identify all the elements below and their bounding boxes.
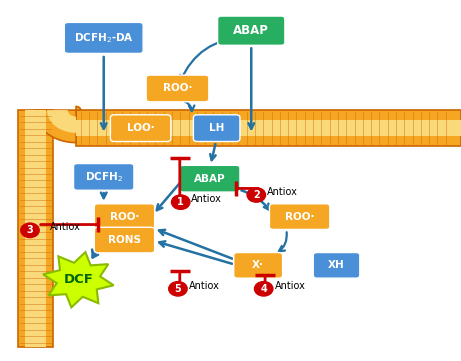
Polygon shape (35, 106, 81, 143)
FancyBboxPatch shape (95, 227, 155, 253)
Text: Antiox: Antiox (275, 281, 306, 291)
Polygon shape (47, 110, 76, 133)
FancyBboxPatch shape (74, 164, 134, 190)
Text: Antiox: Antiox (266, 187, 297, 197)
Text: ROO·: ROO· (110, 212, 139, 222)
FancyBboxPatch shape (146, 75, 209, 102)
Circle shape (169, 282, 187, 296)
Text: ABAP: ABAP (194, 174, 225, 184)
Text: DCFH$_2$: DCFH$_2$ (85, 170, 123, 184)
Text: 3: 3 (27, 225, 33, 235)
Text: XH: XH (328, 260, 345, 270)
Text: Antiox: Antiox (189, 281, 220, 291)
Text: Antiox: Antiox (191, 194, 222, 204)
Text: ROO·: ROO· (163, 83, 192, 93)
FancyBboxPatch shape (313, 253, 360, 278)
Bar (24, 110, 46, 347)
FancyBboxPatch shape (95, 204, 155, 230)
Text: ABAP: ABAP (233, 24, 269, 37)
Circle shape (254, 282, 273, 296)
Text: 2: 2 (253, 190, 260, 200)
Text: ROO·: ROO· (285, 212, 314, 222)
Bar (76, 120, 461, 136)
Text: DCFH$_2$-DA: DCFH$_2$-DA (74, 31, 134, 45)
FancyBboxPatch shape (65, 22, 143, 53)
Text: DCF: DCF (64, 273, 93, 286)
Bar (18, 110, 53, 347)
Text: 1: 1 (177, 197, 184, 207)
Text: 4: 4 (260, 284, 267, 294)
FancyBboxPatch shape (179, 165, 240, 192)
Text: LOO·: LOO· (127, 123, 154, 133)
Circle shape (247, 188, 266, 202)
Polygon shape (43, 252, 114, 308)
Text: 5: 5 (175, 284, 181, 294)
Bar (76, 110, 461, 146)
FancyBboxPatch shape (194, 115, 240, 142)
FancyBboxPatch shape (234, 253, 283, 278)
Circle shape (171, 195, 190, 209)
FancyBboxPatch shape (111, 115, 171, 142)
Text: X·: X· (252, 260, 264, 270)
FancyBboxPatch shape (218, 16, 285, 45)
Text: RONS: RONS (108, 235, 141, 245)
Circle shape (21, 223, 39, 238)
Text: LH: LH (209, 123, 225, 133)
Text: Antiox: Antiox (50, 222, 81, 232)
FancyBboxPatch shape (269, 204, 330, 230)
